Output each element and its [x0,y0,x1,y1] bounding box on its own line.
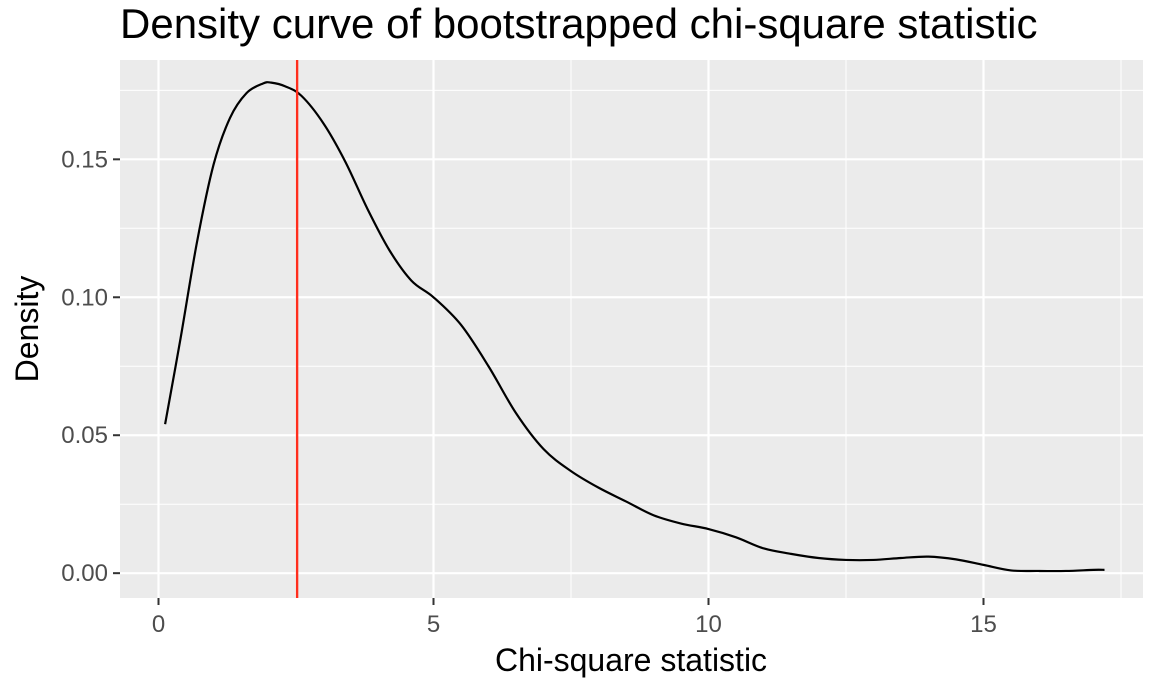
density-curve [164,81,1105,573]
x-tick-label: 5 [427,611,440,638]
data-marks [164,60,1105,598]
y-tick-label: 0.00 [61,560,108,587]
x-axis-title: Chi-square statistic [495,642,767,678]
x-tick-label: 0 [152,611,165,638]
y-tick-label: 0.05 [61,422,108,449]
chart-title: Density curve of bootstrapped chi-square… [120,0,1037,47]
x-tick-label: 10 [695,611,722,638]
y-tick-label: 0.10 [61,284,108,311]
plot-panel [120,60,1143,598]
x-axis: 0 5 10 15 [152,598,997,638]
y-axis: 0.00 0.05 0.10 0.15 [61,146,120,587]
y-tick-label: 0.15 [61,146,108,173]
y-axis-title: Density [9,276,45,383]
x-tick-label: 15 [970,611,997,638]
grid-lines [120,60,1143,598]
